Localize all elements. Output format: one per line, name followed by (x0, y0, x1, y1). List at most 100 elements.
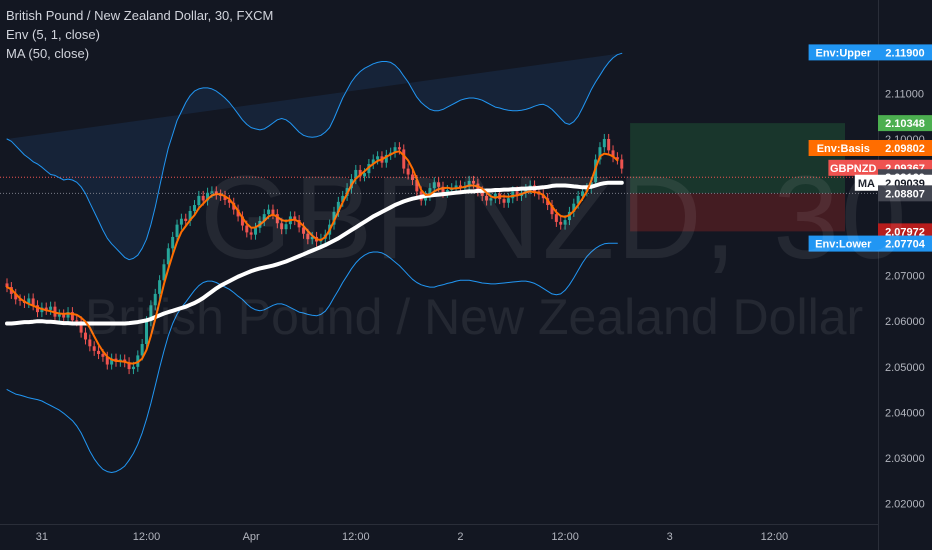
candle[interactable] (402, 144, 406, 174)
candle[interactable] (428, 183, 432, 201)
candle[interactable] (5, 278, 9, 293)
candle[interactable] (297, 215, 301, 233)
envelope-upper-line[interactable] (6, 52, 623, 261)
candle[interactable] (376, 151, 380, 165)
candle[interactable] (31, 293, 35, 311)
candle[interactable] (97, 345, 101, 360)
candle[interactable] (406, 163, 410, 180)
price-tag[interactable]: 2.10348 (878, 115, 932, 132)
candle[interactable] (262, 209, 266, 227)
envelope-fill (7, 53, 622, 260)
candle[interactable] (92, 341, 96, 356)
candle[interactable] (166, 243, 170, 270)
candle-body (493, 193, 497, 199)
price-tag-name-box (808, 235, 878, 252)
candle[interactable] (384, 149, 388, 168)
price-tag[interactable]: 2.08807 (878, 185, 932, 202)
candle[interactable] (79, 316, 83, 338)
envelope-lower-line[interactable] (6, 242, 618, 473)
candle[interactable] (62, 309, 66, 323)
position-loss-zone[interactable] (630, 193, 845, 232)
candle-body (101, 354, 105, 357)
candle[interactable] (332, 206, 336, 230)
price-tag[interactable]: Env:Upper 2.11900 (808, 44, 932, 61)
candle[interactable] (36, 300, 40, 318)
candle[interactable] (615, 152, 619, 165)
candle[interactable] (236, 204, 240, 222)
candle-body (153, 293, 157, 306)
candle[interactable] (249, 227, 253, 240)
time-axis[interactable]: 31 12:00 Apr 12:00 2 12:00 3 12:00 (0, 524, 878, 550)
candle[interactable] (293, 211, 297, 226)
candle[interactable] (179, 213, 183, 230)
candle-body (576, 195, 580, 204)
candle[interactable] (467, 175, 471, 192)
candle[interactable] (206, 187, 210, 206)
candle[interactable] (227, 195, 231, 208)
candle-body (223, 195, 227, 201)
candle[interactable] (607, 133, 611, 156)
candle[interactable] (153, 288, 157, 311)
candle[interactable] (310, 231, 314, 245)
candle[interactable] (18, 294, 22, 306)
candle[interactable] (620, 154, 624, 174)
candle[interactable] (66, 307, 70, 323)
candle[interactable] (83, 327, 87, 345)
legend-envelope[interactable]: Env (5, 1, close) (6, 27, 100, 42)
candle-body (572, 203, 576, 212)
price-labels: Env:Upper 2.11900 2.10348 Env:Basis 2.09802 G… (808, 44, 932, 252)
candle[interactable] (275, 209, 279, 229)
candle[interactable] (611, 145, 615, 163)
candle[interactable] (49, 301, 53, 315)
y-tick-label: 2.02000 (885, 498, 925, 510)
legend-moving-average[interactable]: MA (50, close) (6, 46, 90, 61)
position-profit-zone[interactable] (630, 123, 845, 194)
candle[interactable] (171, 231, 175, 254)
envelope-basis-line[interactable] (6, 150, 619, 365)
candle[interactable] (57, 309, 61, 322)
price-tag[interactable]: Env:Basis 2.09802 (808, 139, 932, 156)
candle-body (127, 362, 131, 370)
candle[interactable] (393, 142, 397, 158)
candle[interactable] (223, 190, 227, 206)
candle-body (179, 218, 183, 225)
candle[interactable] (550, 200, 554, 220)
candle[interactable] (14, 288, 18, 305)
candle[interactable] (524, 184, 528, 198)
price-tag[interactable]: 2.07972 (878, 223, 932, 240)
candle[interactable] (354, 164, 358, 185)
candle[interactable] (188, 205, 192, 227)
candle[interactable] (602, 133, 606, 153)
candle[interactable] (240, 211, 244, 231)
candle[interactable] (110, 353, 114, 370)
candle[interactable] (271, 204, 275, 220)
candle-body (254, 227, 258, 235)
candle[interactable] (559, 216, 563, 230)
price-tag[interactable]: Env:Lower 2.07704 (808, 235, 932, 252)
candle[interactable] (88, 334, 92, 352)
candle[interactable] (105, 351, 109, 370)
candle-body (66, 312, 70, 318)
candle[interactable] (214, 186, 218, 200)
candle[interactable] (27, 293, 31, 309)
candle[interactable] (572, 198, 576, 217)
candle[interactable] (367, 159, 371, 179)
candle[interactable] (175, 219, 179, 242)
candle[interactable] (598, 142, 602, 165)
moving-average-line[interactable] (5, 180, 624, 326)
candle[interactable] (44, 302, 48, 315)
candle[interactable] (127, 357, 131, 375)
candle[interactable] (371, 154, 375, 170)
candle[interactable] (506, 193, 510, 208)
candle[interactable] (184, 213, 188, 227)
legend-title[interactable]: British Pound / New Zealand Dollar, 30, … (6, 8, 274, 23)
candle[interactable] (158, 275, 162, 299)
candle[interactable] (149, 300, 153, 327)
candle-body (83, 332, 87, 340)
candle-body (336, 201, 340, 212)
candle[interactable] (254, 222, 258, 240)
candle[interactable] (410, 169, 414, 185)
candle[interactable] (358, 164, 362, 182)
candle[interactable] (424, 190, 428, 206)
